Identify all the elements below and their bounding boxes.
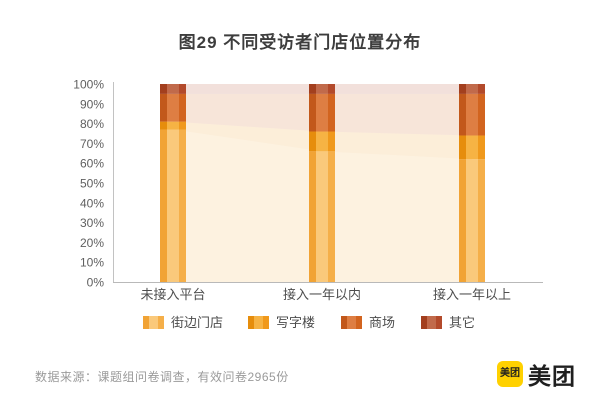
bar-segment bbox=[459, 93, 466, 136]
bar-segment bbox=[179, 129, 186, 282]
meituan-wordmark: 美团 bbox=[528, 363, 576, 389]
legend-swatch bbox=[158, 316, 164, 329]
bar-segment bbox=[160, 121, 167, 130]
y-tick-label: 10% bbox=[80, 256, 104, 270]
source-note: 数据来源：课题组问卷调查，有效问卷2965份 bbox=[35, 370, 289, 384]
y-tick-label: 20% bbox=[80, 236, 104, 250]
bar-segment bbox=[309, 93, 316, 132]
legend-swatch bbox=[421, 316, 427, 329]
chart-canvas: 0% 10% 20% 30% 40% 50% 60% 70% 80% 90% 100% 未接入平台 接入… bbox=[73, 78, 543, 330]
legend-label: 其它 bbox=[449, 315, 475, 330]
legend-label: 街边门店 bbox=[171, 315, 223, 330]
bar-segment bbox=[328, 131, 335, 152]
legend-label: 商场 bbox=[369, 315, 395, 330]
bar-segment bbox=[160, 129, 167, 282]
x-category-label: 未接入平台 bbox=[140, 287, 205, 302]
bar-segment bbox=[466, 84, 478, 94]
bar-segment bbox=[328, 84, 335, 94]
legend-swatch bbox=[143, 316, 149, 329]
bar-segment bbox=[466, 135, 478, 160]
legend-swatch bbox=[248, 316, 254, 329]
bar-segment bbox=[478, 84, 485, 94]
bar-segment bbox=[179, 84, 186, 94]
y-tick-label: 0% bbox=[87, 276, 105, 290]
legend-swatch bbox=[427, 316, 436, 329]
chart-title: 图29 不同受访者门店位置分布 bbox=[178, 33, 422, 52]
bar-segment bbox=[316, 84, 328, 94]
bar-segment bbox=[309, 84, 316, 94]
x-category-label: 接入一年以内 bbox=[283, 287, 361, 302]
bar-segment bbox=[167, 93, 179, 122]
bar-segment bbox=[316, 151, 328, 282]
y-tick-label: 50% bbox=[80, 177, 104, 191]
bar-segment bbox=[328, 151, 335, 282]
bar-segment bbox=[179, 121, 186, 130]
bar-segment bbox=[316, 93, 328, 132]
y-tick-label: 30% bbox=[80, 216, 104, 230]
bar-segment bbox=[167, 84, 179, 94]
bar-segment bbox=[309, 131, 316, 152]
bar-segment bbox=[459, 135, 466, 160]
y-tick-label: 40% bbox=[80, 196, 104, 210]
meituan-logo: 美团 美团 bbox=[497, 357, 576, 391]
legend-label: 写字楼 bbox=[276, 315, 315, 330]
bar-segment bbox=[160, 93, 167, 122]
meituan-logo-badge: 美团 bbox=[497, 361, 523, 387]
legend-swatch bbox=[254, 316, 263, 329]
bar-segment bbox=[179, 93, 186, 122]
bar-segment bbox=[466, 159, 478, 282]
bar-segment bbox=[459, 159, 466, 282]
legend-swatch bbox=[356, 316, 362, 329]
bar-segment bbox=[167, 129, 179, 282]
bar-segment bbox=[328, 93, 335, 132]
bar-segment bbox=[160, 84, 167, 94]
legend-swatch bbox=[263, 316, 269, 329]
legend-swatch bbox=[341, 316, 347, 329]
x-category-label: 接入一年以上 bbox=[433, 287, 511, 302]
legend-swatch bbox=[347, 316, 356, 329]
y-tick-label: 70% bbox=[80, 137, 104, 151]
bar-segment bbox=[167, 121, 179, 130]
bar-segment bbox=[478, 135, 485, 160]
y-tick-label: 100% bbox=[73, 78, 104, 92]
bar-segment bbox=[459, 84, 466, 94]
bar-segment bbox=[309, 151, 316, 282]
y-tick-label: 60% bbox=[80, 157, 104, 171]
bar-segment bbox=[478, 159, 485, 282]
y-tick-label: 80% bbox=[80, 117, 104, 131]
legend-swatch bbox=[436, 316, 442, 329]
legend-swatch bbox=[149, 316, 158, 329]
bar-segment bbox=[478, 93, 485, 136]
bar-segment bbox=[316, 131, 328, 152]
y-tick-label: 90% bbox=[80, 97, 104, 111]
bar-segment bbox=[466, 93, 478, 136]
